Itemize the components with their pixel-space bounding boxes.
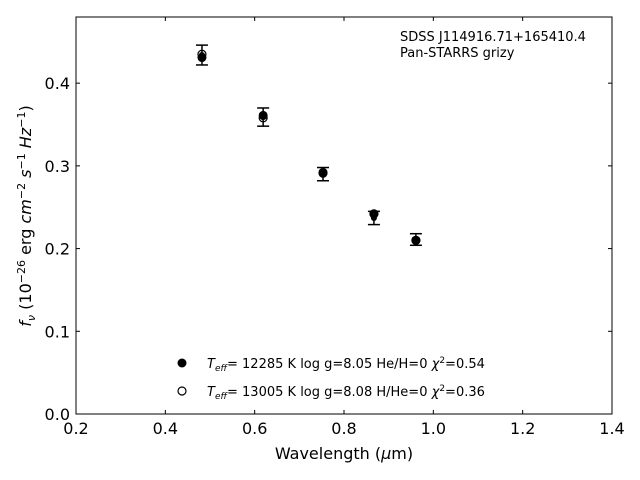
x-tick-label: 1.0	[421, 419, 446, 438]
x-tick-label: 1.2	[510, 419, 535, 438]
y-tick-label: 0.1	[45, 322, 70, 341]
model-point-open	[197, 49, 207, 59]
y-axis-label: fν (10−26 erg cm−2 s−1 Hz−1)	[15, 105, 38, 326]
x-tick-label: 1.4	[599, 419, 624, 438]
legend: Teff= 12285 K log g=8.05 He/H=0 χ2=0.54 …	[177, 356, 485, 402]
x-tick-label: 0.8	[331, 419, 356, 438]
plot-frame	[75, 16, 613, 415]
annotation-survey: Pan-STARRS grizy	[400, 46, 515, 61]
model-point-filled	[197, 53, 207, 63]
model-point-open	[258, 113, 268, 123]
model-point-open	[411, 235, 421, 245]
legend-marker-filled	[177, 358, 187, 368]
y-tick-label: 0.2	[45, 240, 70, 259]
y-tick-label: 0.0	[45, 405, 70, 424]
legend-entry-1: Teff= 12285 K log g=8.05 He/H=0 χ2=0.54	[207, 356, 485, 374]
model-point-filled	[258, 110, 268, 120]
y-tick-label: 0.4	[45, 74, 70, 93]
x-tick-label: 0.4	[153, 419, 178, 438]
annotation-object: SDSS J114916.71+165410.4	[400, 30, 586, 45]
x-tick-label: 0.6	[242, 419, 267, 438]
legend-entry-2: Teff= 13005 K log g=8.08 H/He=0 χ2=0.36	[207, 384, 485, 402]
model-point-filled	[411, 235, 421, 245]
x-axis-label: Wavelength (μm)	[275, 444, 413, 463]
model-point-filled	[369, 209, 379, 219]
model-point-open	[369, 209, 379, 219]
y-tick-label: 0.3	[45, 157, 70, 176]
legend-marker-open	[177, 386, 187, 396]
x-tick-label: 0.2	[63, 419, 88, 438]
model-point-open	[318, 167, 328, 178]
